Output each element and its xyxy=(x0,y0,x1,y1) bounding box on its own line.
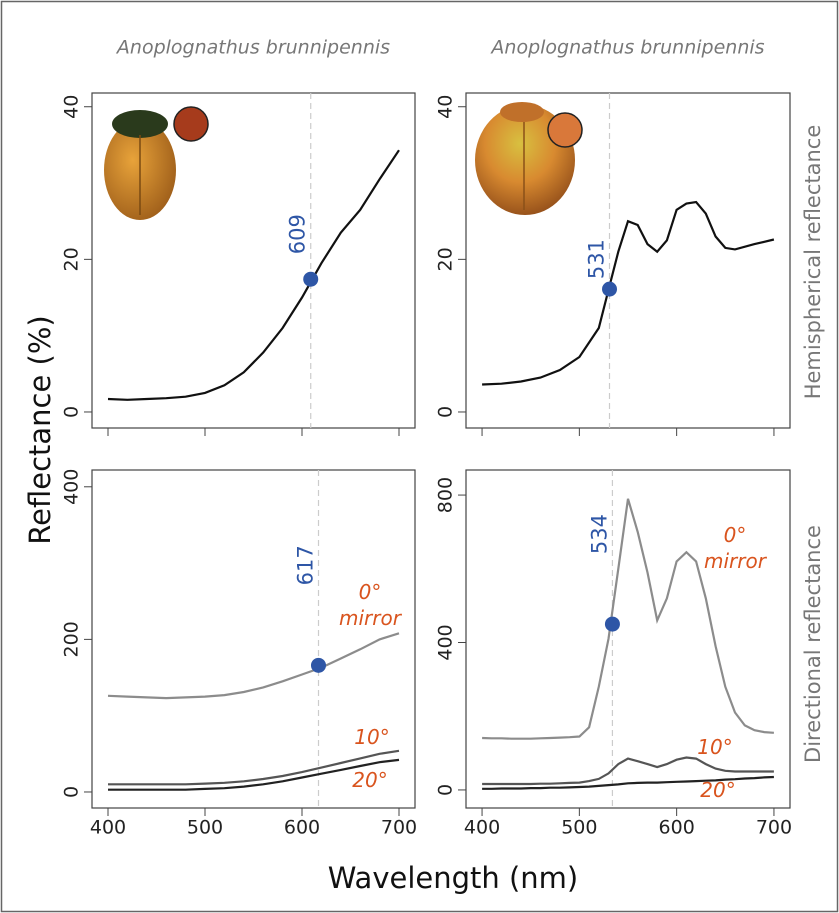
marker-label: 609 xyxy=(286,214,310,254)
series-label-text: 20° xyxy=(352,768,388,792)
series-label: 10° xyxy=(354,725,390,749)
row-label: Hemispherical reflectance xyxy=(801,125,825,400)
y-tick-label: 40 xyxy=(61,95,83,119)
series-label-text: 10° xyxy=(354,725,390,749)
marker-point xyxy=(310,657,326,673)
line xyxy=(108,749,400,786)
series-label: 0° mirror xyxy=(704,523,766,573)
x-tick-label: 700 xyxy=(381,817,417,839)
marker-label: 531 xyxy=(585,239,609,279)
marker-point xyxy=(602,281,618,297)
y-tick-label: 0 xyxy=(435,406,457,418)
series-label-text: 0° mirror xyxy=(339,580,401,630)
plot-area xyxy=(465,92,791,429)
y-tick-label: 400 xyxy=(61,469,83,505)
marker-point xyxy=(604,616,620,632)
series-label-text: 20° xyxy=(700,778,736,802)
y-tick-label: 20 xyxy=(61,247,83,271)
y-tick-label: 0 xyxy=(61,406,83,418)
marker-point xyxy=(303,271,319,287)
row-label: Directional reflectance xyxy=(801,525,825,763)
line xyxy=(482,756,774,786)
y-tick-label: 400 xyxy=(435,624,457,660)
line xyxy=(107,149,400,401)
y-tick-label: 200 xyxy=(61,621,83,657)
plot-area xyxy=(91,92,416,429)
line xyxy=(482,775,774,790)
x-tick-label: 600 xyxy=(284,817,320,839)
x-axis-label: Wavelength (nm) xyxy=(328,861,579,895)
line xyxy=(482,498,774,740)
y-axis-label: Reflectance (%) xyxy=(23,315,57,544)
series-label: 0° mirror xyxy=(339,580,401,630)
chart-title: Anoplognathus brunnipennis xyxy=(489,37,764,59)
series-label: 20° xyxy=(352,768,388,792)
plot-area xyxy=(465,469,791,809)
series-label-text: 10° xyxy=(697,735,733,759)
line xyxy=(108,758,400,791)
y-tick-label: 20 xyxy=(435,247,457,271)
marker-label: 534 xyxy=(587,514,611,554)
x-tick-label: 500 xyxy=(561,817,597,839)
y-tick-label: 0 xyxy=(435,784,457,796)
marker-label: 617 xyxy=(293,545,317,585)
line xyxy=(107,632,400,700)
line xyxy=(482,200,775,386)
x-tick-label: 500 xyxy=(187,817,223,839)
beetle-image xyxy=(475,102,583,215)
x-tick-label: 600 xyxy=(659,817,695,839)
x-tick-label: 700 xyxy=(756,817,792,839)
series-label: 20° xyxy=(700,778,736,802)
series-label: 10° xyxy=(697,735,733,759)
x-tick-label: 400 xyxy=(90,817,126,839)
series-label-text: 0° mirror xyxy=(704,523,766,573)
beetle-image xyxy=(104,106,209,220)
y-tick-label: 800 xyxy=(435,477,457,513)
y-tick-label: 0 xyxy=(61,786,83,798)
chart-title: Anoplognathus brunnipennis xyxy=(115,37,390,59)
y-tick-label: 40 xyxy=(435,95,457,119)
x-tick-label: 400 xyxy=(464,817,500,839)
